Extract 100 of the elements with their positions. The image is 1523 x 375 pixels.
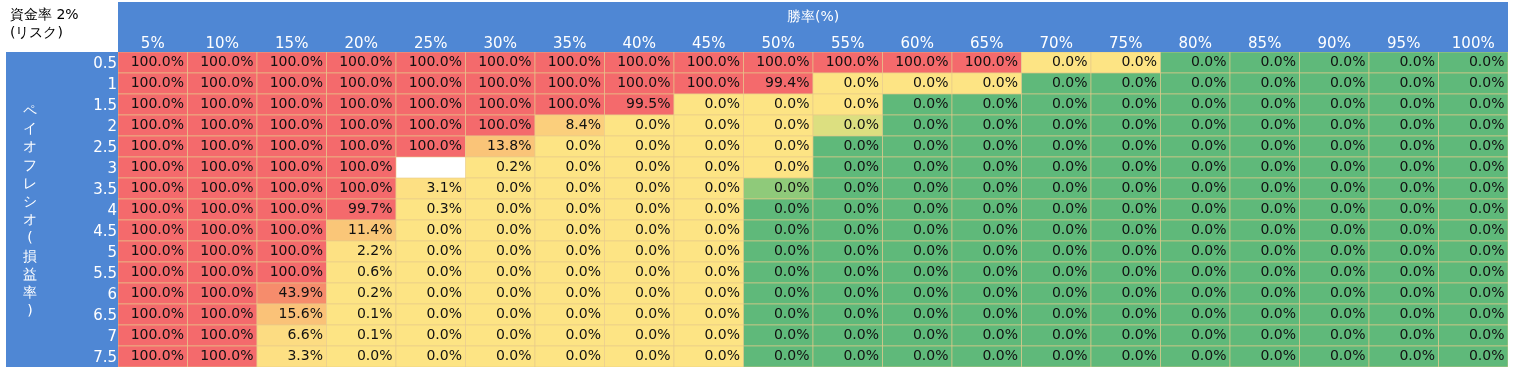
data-label: 0.0% xyxy=(1190,137,1227,153)
data-label: 100.0% xyxy=(547,53,602,69)
data-label: 0.0% xyxy=(1260,53,1297,69)
data-label: 0.0% xyxy=(565,326,602,342)
data-label: 100.0% xyxy=(964,53,1019,69)
data-label: 0.0% xyxy=(1399,305,1436,321)
data-label: 0.0% xyxy=(1468,221,1505,237)
data-label: 0.0% xyxy=(1399,53,1436,69)
data-label: 100.0% xyxy=(130,137,185,153)
data-label: 0.0% xyxy=(704,95,741,111)
data-label: 0.0% xyxy=(1190,95,1227,111)
data-label: 0.0% xyxy=(982,158,1019,174)
data-label: 0.0% xyxy=(1051,242,1088,258)
x-tick-label: 30% xyxy=(483,34,517,52)
data-label: 100.0% xyxy=(130,95,185,111)
data-label: 0.0% xyxy=(982,74,1019,90)
data-label: 0.1% xyxy=(356,326,393,342)
data-label: 100.0% xyxy=(339,74,393,90)
y-tick-label: 6 xyxy=(107,284,117,303)
data-label: 0.0% xyxy=(1260,200,1297,216)
data-label: 0.0% xyxy=(843,200,880,216)
chart-title: 資金率 2% (リスク) xyxy=(10,6,79,41)
data-label: 100.0% xyxy=(130,263,185,279)
data-label: 100.0% xyxy=(200,221,254,237)
data-label: 0.0% xyxy=(1468,95,1505,111)
data-label: 100.0% xyxy=(547,74,602,90)
data-label: 0.0% xyxy=(1190,326,1227,342)
data-label: 0.0% xyxy=(1190,200,1227,216)
data-label: 0.0% xyxy=(1190,221,1227,237)
data-label: 0.0% xyxy=(1329,137,1366,153)
x-tick-label: 80% xyxy=(1178,34,1212,52)
data-label: 100.0% xyxy=(339,116,393,132)
data-label: 100.0% xyxy=(408,116,463,132)
data-label: 0.0% xyxy=(1329,347,1366,363)
data-label: 0.0% xyxy=(912,347,949,363)
data-label: 100.0% xyxy=(269,158,324,174)
data-label: 0.0% xyxy=(356,347,393,363)
data-label: 100.0% xyxy=(269,179,324,195)
data-label: 0.0% xyxy=(982,305,1019,321)
data-label: 100.0% xyxy=(200,284,254,300)
data-label: 100.0% xyxy=(130,179,185,195)
data-label: 100.0% xyxy=(200,137,254,153)
data-label: 0.0% xyxy=(843,242,880,258)
x-axis-title: 勝率(%) xyxy=(787,8,840,24)
data-label: 0.0% xyxy=(773,284,810,300)
y-tick-label: 3 xyxy=(107,158,117,177)
data-label: 0.0% xyxy=(634,221,671,237)
data-label: 100.0% xyxy=(269,242,324,258)
data-label: 100.0% xyxy=(686,53,741,69)
data-label: 100.0% xyxy=(617,53,671,69)
data-label: 0.0% xyxy=(1190,263,1227,279)
data-label: 0.0% xyxy=(1468,347,1505,363)
data-label: 0.0% xyxy=(843,158,880,174)
data-label: 0.0% xyxy=(1051,53,1088,69)
data-label: 0.0% xyxy=(634,242,671,258)
data-label: 0.0% xyxy=(1190,53,1227,69)
data-label: 0.0% xyxy=(1190,347,1227,363)
data-label: 15.6% xyxy=(278,305,324,321)
data-label: 0.0% xyxy=(565,242,602,258)
data-label: 100.0% xyxy=(130,284,185,300)
data-label: 0.0% xyxy=(912,179,949,195)
data-label: 0.0% xyxy=(1190,74,1227,90)
data-label: 3.1% xyxy=(426,179,463,195)
data-label: 100.0% xyxy=(269,74,324,90)
data-label: 0.0% xyxy=(912,95,949,111)
data-label: 0.0% xyxy=(1399,179,1436,195)
data-label: 100.0% xyxy=(269,221,324,237)
data-label: 0.0% xyxy=(1051,200,1088,216)
data-label: 0.0% xyxy=(912,263,949,279)
data-label: 100.0% xyxy=(200,242,254,258)
data-label: 0.0% xyxy=(704,158,741,174)
data-label: 0.0% xyxy=(1121,326,1158,342)
data-label: 0.0% xyxy=(1190,116,1227,132)
data-label: 100.0% xyxy=(200,179,254,195)
x-tick-label: 90% xyxy=(1317,34,1351,52)
data-label: 0.0% xyxy=(495,305,532,321)
data-label: 0.0% xyxy=(1329,74,1366,90)
y-tick-label: 2.5 xyxy=(93,137,117,156)
data-label: 0.0% xyxy=(1329,326,1366,342)
data-label: 100.0% xyxy=(269,53,324,69)
data-label: 0.0% xyxy=(773,242,810,258)
data-label: 0.0% xyxy=(1260,158,1297,174)
y-tick-label: 0.5 xyxy=(93,53,117,72)
data-label: 0.0% xyxy=(1051,179,1088,195)
data-label: 0.0% xyxy=(495,221,532,237)
data-label: 0.0% xyxy=(843,137,880,153)
data-label: 0.0% xyxy=(1051,116,1088,132)
data-label: 0.0% xyxy=(912,158,949,174)
data-label: 0.0% xyxy=(565,158,602,174)
data-label: 100.0% xyxy=(130,53,185,69)
y-tick-label: 3.5 xyxy=(93,179,117,198)
data-label: 0.2% xyxy=(356,284,393,300)
data-label: 0.0% xyxy=(1121,158,1158,174)
data-label: 0.0% xyxy=(912,284,949,300)
data-label: 0.0% xyxy=(634,200,671,216)
data-label: 100.0% xyxy=(200,116,254,132)
data-label: 100.0% xyxy=(130,242,185,258)
y-tick-label: 5.5 xyxy=(93,263,117,282)
data-label: 0.0% xyxy=(843,305,880,321)
x-tick-label: 100% xyxy=(1451,34,1495,52)
